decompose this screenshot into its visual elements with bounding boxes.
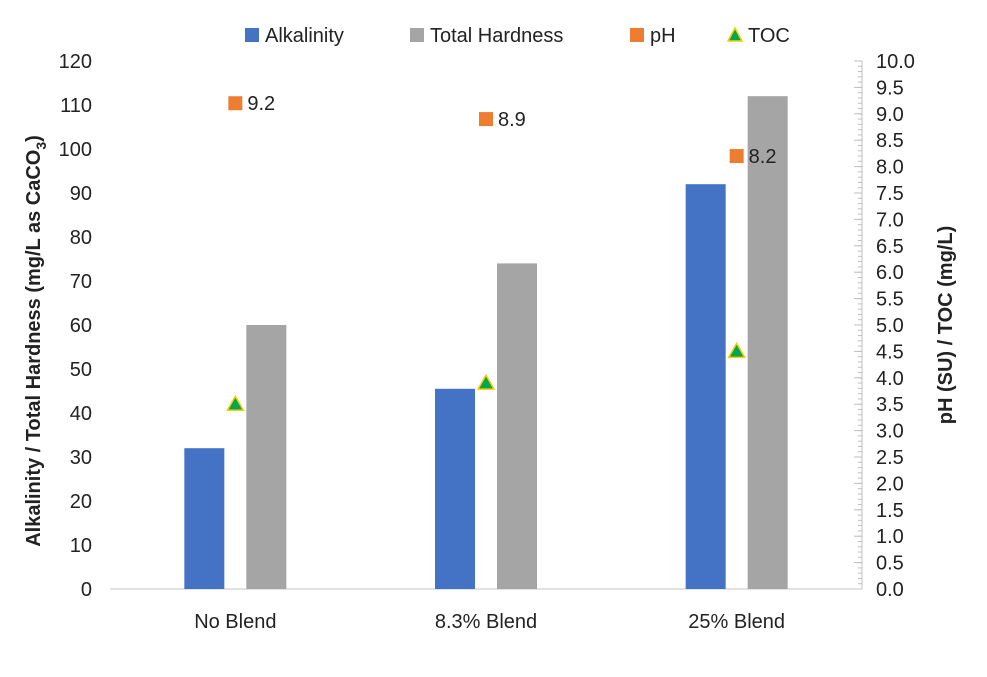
bar-alkalinity (184, 448, 225, 589)
ph-marker (729, 149, 744, 164)
y2-tick-label: 5.5 (876, 289, 904, 311)
toc-marker (727, 341, 746, 359)
legend-swatch-toc (726, 26, 744, 42)
right-axis: 0.0 0.5 1.0 1.5 2.0 2.5 3.0 3.5 4.0 4.5 5.0 5.5 6.0 6… (854, 51, 915, 601)
y-axis-title-main: Alkalinity / Total Hardness (mg/L as CaC… (23, 150, 45, 547)
y-tick-label: 90 (70, 183, 92, 205)
y2-tick-label: 4.0 (876, 368, 904, 390)
bar-total-hardness (246, 325, 287, 589)
ph-data-label: 9.2 (247, 93, 275, 115)
y2-tick-label: 2.0 (876, 473, 904, 495)
y2-tick-label: 3.5 (876, 394, 904, 416)
y-axis-title: Alkalinity / Total Hardness (mg/L as CaC… (23, 135, 49, 547)
bar-total-hardness (747, 96, 788, 589)
y-axis-title-close: ) (23, 135, 45, 142)
y2-tick-label: 6.0 (876, 262, 904, 284)
legend-label-alkalinity: Alkalinity (265, 25, 344, 47)
bars (184, 96, 788, 589)
left-axis: 0 10 20 30 40 50 60 70 80 90 100 110 120 (59, 51, 92, 601)
y2-tick-label: 1.0 (876, 526, 904, 548)
y2-axis-title: pH (SU) / TOC (mg/L) (935, 226, 957, 425)
y-axis-title-subscript: 3 (33, 142, 49, 150)
toc-marker (476, 373, 496, 390)
legend-swatch-ph (630, 28, 644, 42)
x-category-label: No Blend (194, 611, 276, 633)
legend-label-toc: TOC (748, 25, 790, 47)
y-tick-label: 20 (70, 491, 92, 513)
ph-data-label: 8.2 (749, 146, 777, 168)
y2-tick-label: 9.5 (876, 77, 904, 99)
y2-tick-label: 2.5 (876, 447, 904, 469)
ph-marker (228, 96, 243, 111)
y-tick-label: 100 (59, 139, 92, 161)
y2-tick-label: 0.0 (876, 579, 904, 601)
y-tick-label: 60 (70, 315, 92, 337)
y-tick-label: 50 (70, 359, 92, 381)
legend: Alkalinity Total Hardness pH TOC (245, 25, 790, 47)
y-tick-label: 10 (70, 535, 92, 557)
y2-tick-label: 0.5 (876, 553, 904, 575)
x-category-label: 25% Blend (688, 611, 785, 633)
y2-tick-label: 1.5 (876, 500, 904, 522)
y2-tick-label: 9.0 (876, 104, 904, 126)
bar-total-hardness (497, 263, 537, 589)
y-tick-label: 80 (70, 227, 92, 249)
y2-tick-label: 6.5 (876, 236, 904, 258)
y2-tick-label: 7.5 (876, 183, 904, 205)
y2-tick-label: 4.5 (876, 341, 904, 363)
y-tick-label: 40 (70, 403, 92, 425)
y-tick-label: 30 (70, 447, 92, 469)
y2-tick-label: 3.0 (876, 421, 904, 443)
bar-alkalinity (435, 388, 475, 589)
legend-swatch-alkalinity (245, 28, 259, 42)
x-category-label: 8.3% Blend (435, 611, 537, 633)
ph-marker (479, 112, 493, 127)
y-tick-label: 120 (59, 51, 92, 73)
toc-marker (226, 394, 245, 411)
x-axis: No Blend 8.3% Blend 25% Blend (110, 588, 862, 633)
markers: 9.2 8.9 8.2 (226, 93, 777, 411)
ph-data-label: 8.9 (498, 109, 526, 131)
legend-label-total-hardness: Total Hardness (430, 25, 563, 47)
y2-tick-label: 8.0 (876, 157, 904, 179)
y2-tick-label: 8.5 (876, 130, 904, 152)
y-tick-label: 110 (60, 95, 92, 117)
legend-label-ph: pH (650, 25, 676, 47)
y-tick-label: 70 (70, 271, 92, 293)
bar-alkalinity (685, 184, 726, 589)
y2-tick-label: 10.0 (876, 51, 915, 73)
y-tick-label: 0 (81, 579, 92, 601)
y2-tick-label: 7.0 (876, 209, 904, 231)
y2-tick-label: 5.0 (876, 315, 904, 337)
legend-swatch-total-hardness (410, 28, 424, 42)
